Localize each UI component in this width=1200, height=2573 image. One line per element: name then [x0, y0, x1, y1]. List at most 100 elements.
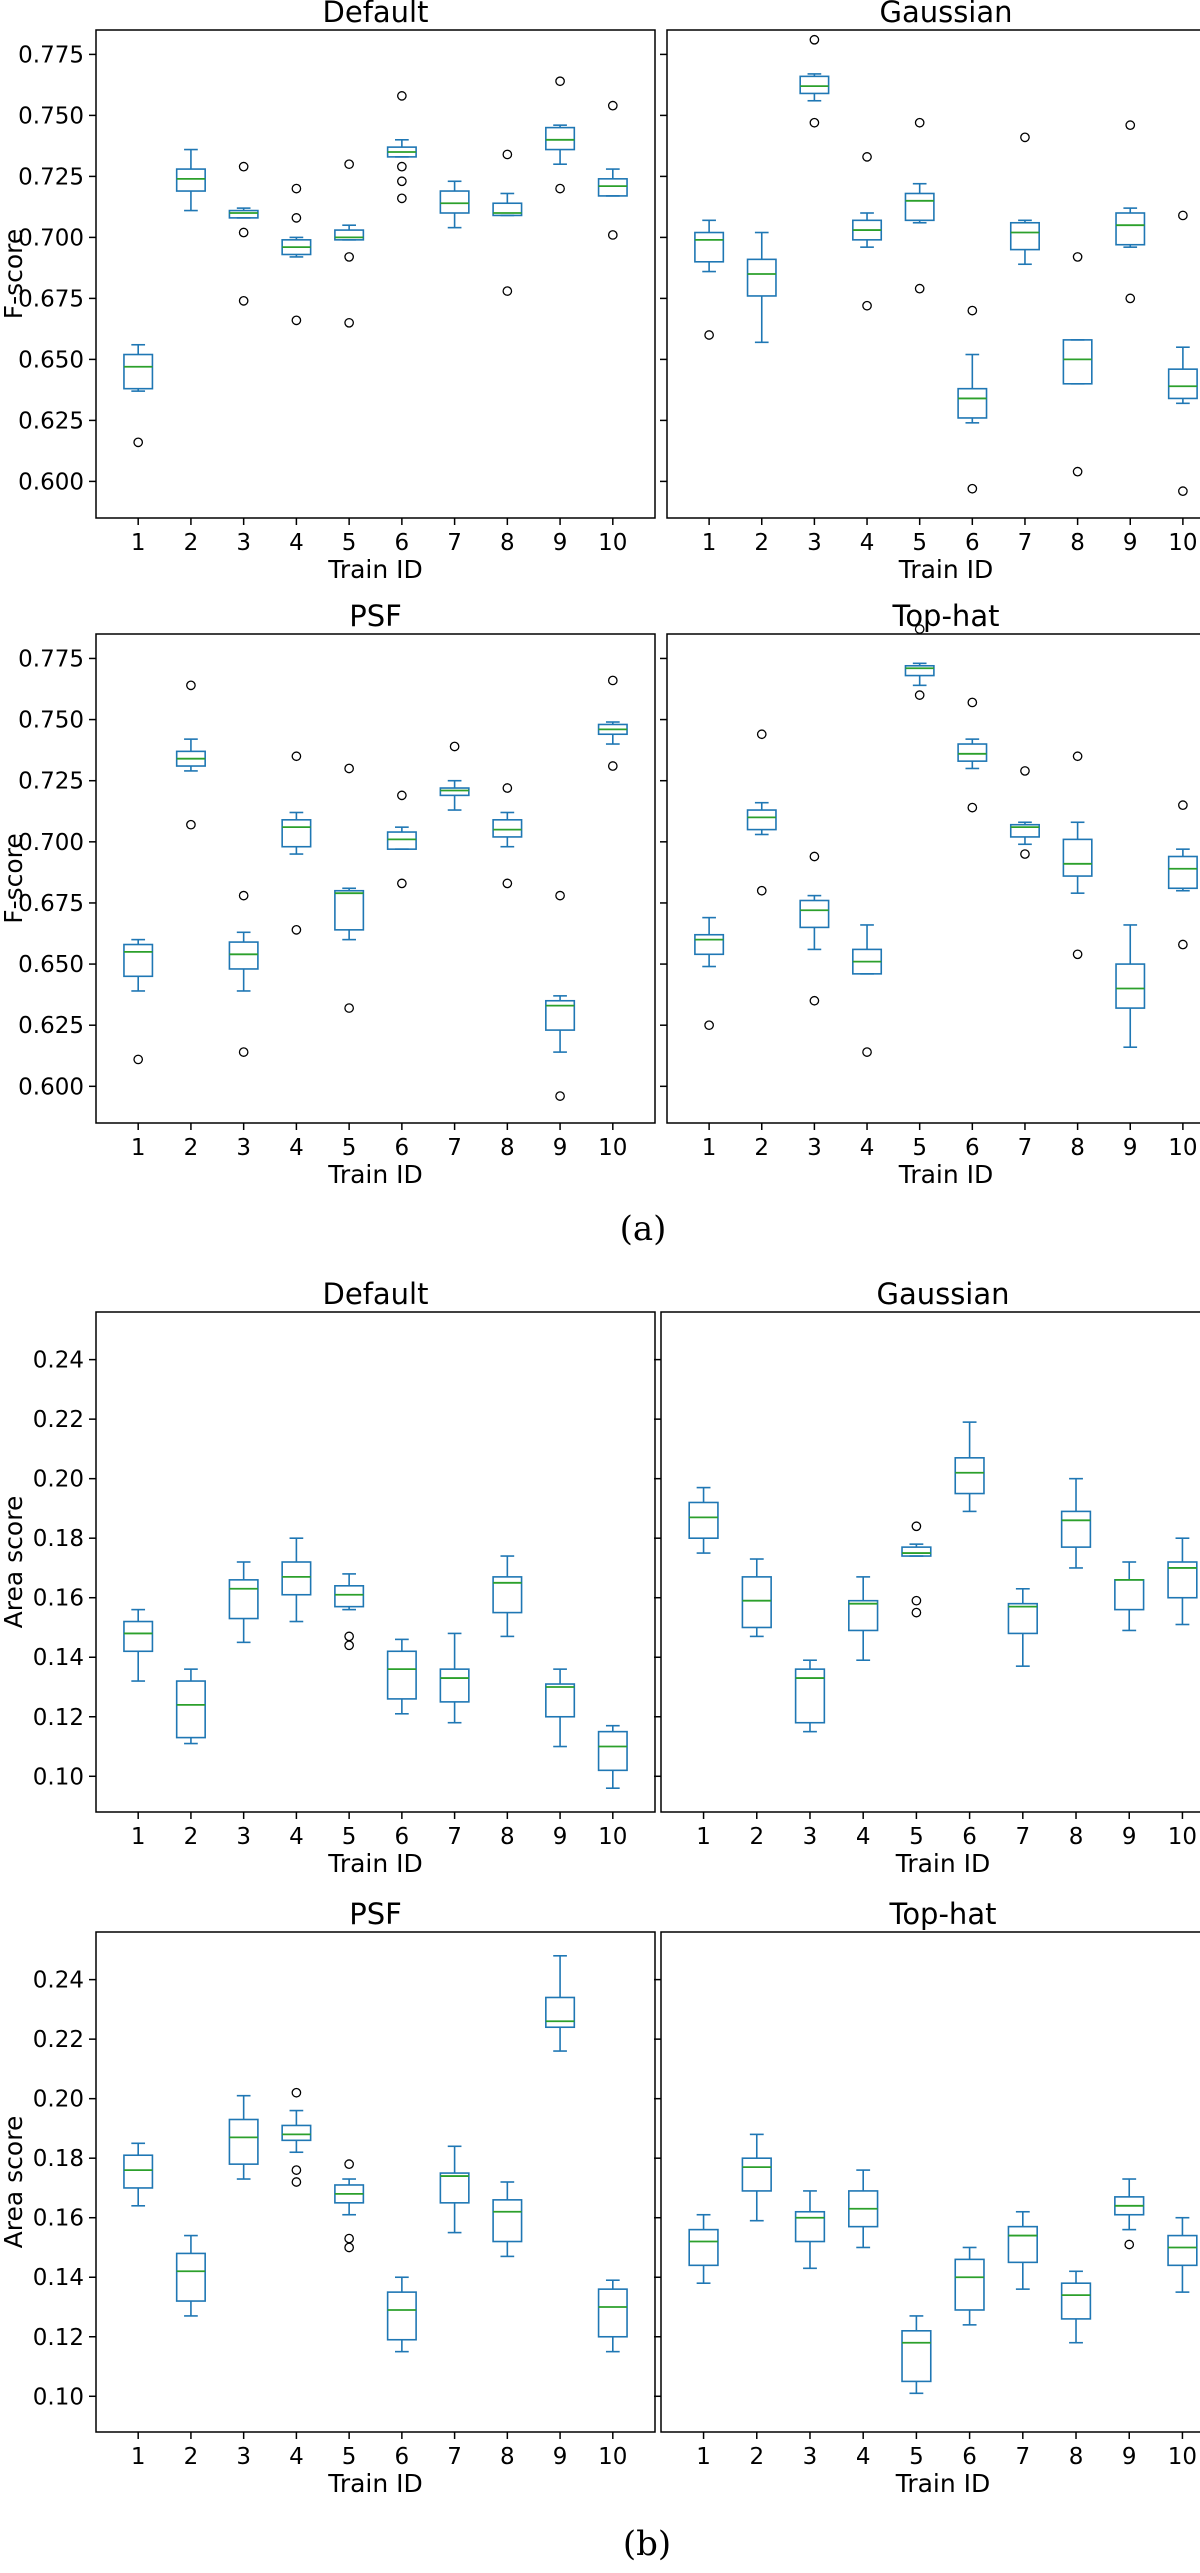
x-tick-label: 4 [856, 2444, 871, 2470]
outlier-point [1072, 466, 1083, 477]
box-6 [957, 697, 988, 813]
iqr-box [1167, 368, 1198, 400]
outlier-point [809, 851, 820, 862]
x-tick-label: 4 [289, 1824, 304, 1850]
iqr-box [439, 190, 470, 214]
x-tick-label: 3 [236, 1135, 251, 1161]
outlier-point [397, 193, 407, 204]
y-tick-label: 0.12 [33, 1705, 84, 1731]
x-tick-label: 6 [395, 530, 410, 556]
box-1 [688, 2213, 719, 2284]
outlier-point [502, 286, 513, 296]
x-tick-label: 6 [965, 1135, 980, 1161]
outlier-point [291, 2087, 302, 2098]
outlier-point [344, 1003, 354, 1013]
x-tick-label: 8 [1070, 530, 1085, 556]
x-tick-label: 2 [749, 2444, 764, 2470]
x-tick-label: 7 [447, 530, 462, 556]
chart-title: Default [323, 1277, 429, 1311]
outlier-point [704, 1020, 714, 1031]
x-tick-label: 7 [447, 1824, 462, 1850]
iqr-box [1009, 823, 1040, 838]
outlier-point [238, 227, 249, 238]
x-tick-label: 4 [289, 2444, 304, 2470]
box-7 [439, 1632, 470, 1724]
iqr-box [954, 2258, 985, 2311]
x-tick-label: 1 [702, 530, 717, 556]
outlier-point [862, 300, 872, 311]
outlier-point [1178, 800, 1188, 811]
outlier-point [502, 149, 513, 160]
chart-fscore-default: Default 0.600 0.625 0.650 0.675 0.700 0.725 0.7… [0, 0, 656, 584]
outlier-point [862, 1047, 872, 1057]
outlier-point [1178, 210, 1188, 221]
x-tick-label: 6 [962, 1824, 977, 1850]
box-9 [1114, 2178, 1145, 2250]
box-9 [1114, 1561, 1145, 1632]
iqr-box [492, 2199, 523, 2243]
x-tick-label: 6 [962, 2444, 977, 2470]
iqr-box [228, 941, 259, 970]
x-tick-label: 9 [1123, 1135, 1138, 1161]
x-tick-label: 8 [1069, 1824, 1084, 1850]
box-5 [901, 1521, 932, 1618]
x-tick-label: 5 [909, 1824, 924, 1850]
outlier-point [756, 885, 767, 896]
box-2 [175, 1668, 206, 1745]
y-tick-label: 0.600 [18, 1074, 84, 1100]
box-9 [545, 1955, 576, 2052]
iqr-box [1007, 1602, 1038, 1635]
box-10 [1167, 2216, 1198, 2293]
box-8 [492, 1555, 523, 1638]
iqr-box [1062, 339, 1093, 385]
x-tick-label: 4 [860, 1135, 875, 1161]
outlier-point [397, 790, 407, 801]
outlier-point [1072, 949, 1083, 960]
iqr-box [957, 387, 988, 419]
box-8 [1060, 2270, 1092, 2344]
x-tick-label: 9 [1122, 1824, 1137, 1850]
iqr-box [1114, 1579, 1145, 1611]
x-tick-label: 3 [236, 1824, 251, 1850]
outlier-point [344, 2159, 354, 2169]
x-tick-label: 8 [500, 1824, 515, 1850]
box-6 [386, 790, 417, 889]
x-tick-label: 9 [553, 1824, 568, 1850]
box-2 [175, 2234, 206, 2317]
chart-title: Top-hat [889, 1897, 997, 1931]
outlier-point [607, 100, 618, 111]
iqr-box [597, 1730, 628, 1772]
outlier-point [291, 315, 302, 326]
y-tick-label: 0.725 [18, 164, 84, 190]
iqr-box [545, 126, 576, 151]
iqr-box [545, 999, 576, 1031]
outlier-point [502, 783, 513, 793]
box-4 [281, 751, 312, 935]
outlier-point [238, 295, 249, 306]
box-1 [123, 1608, 154, 1682]
x-tick-label: 1 [131, 530, 146, 556]
box-10 [1167, 800, 1198, 950]
box-4 [281, 1537, 312, 1623]
box-3 [799, 851, 830, 1006]
x-tick-label: 6 [395, 1135, 410, 1161]
box-4 [852, 152, 883, 311]
x-tick-label: 3 [807, 530, 822, 556]
iqr-box [123, 943, 154, 978]
outlier-point [555, 76, 565, 87]
iqr-box [175, 168, 206, 192]
chart-title: Default [323, 0, 429, 29]
y-tick-label: 0.675 [18, 286, 84, 312]
x-tick-label: 4 [856, 1824, 871, 1850]
y-tick-label: 0.24 [33, 1348, 84, 1374]
iqr-box [334, 1585, 365, 1608]
x-tick-label: 8 [500, 1135, 515, 1161]
outlier-point [1072, 252, 1083, 262]
iqr-box [901, 1546, 932, 1557]
box-10 [597, 675, 628, 771]
box-2 [175, 680, 206, 830]
iqr-box [175, 2252, 206, 2302]
x-axis-label: Train ID [895, 1849, 991, 1878]
outlier-point [862, 152, 872, 162]
box-5 [904, 624, 935, 700]
